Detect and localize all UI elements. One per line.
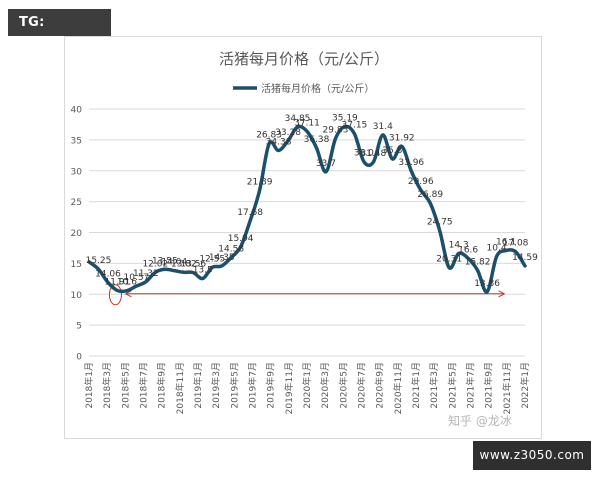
data-label: 15.82 (465, 257, 491, 267)
data-label: 13.55 (152, 256, 178, 266)
data-label: 31.92 (389, 133, 415, 143)
data-label: 16.6 (458, 245, 478, 255)
data-label: 37.11 (294, 118, 320, 128)
x-tick-label: 2020年5月 (337, 362, 349, 409)
data-label: 12.55 (199, 254, 225, 264)
y-tick-label: 20 (71, 229, 83, 239)
legend: 活猪每月价格（元/公斤） (233, 82, 374, 95)
x-tick-label: 2021年9月 (483, 362, 495, 409)
y-tick-label: 15 (71, 260, 82, 270)
x-tick-label: 2021年5月 (446, 362, 458, 409)
data-label: 14.04 (161, 258, 187, 268)
x-tick-label: 2021年3月 (428, 362, 440, 409)
data-label: 13.56 (180, 260, 206, 270)
data-label: 29.83 (323, 126, 349, 136)
data-label: 14.06 (95, 269, 121, 279)
data-label: 12.02 (142, 259, 168, 269)
data-label: 15.25 (86, 256, 112, 266)
x-tick-label: 2019年11月 (283, 362, 295, 414)
data-label: 10.6 (117, 278, 137, 288)
data-label: 14.58 (218, 245, 244, 255)
x-tick-label: 2021年7月 (465, 362, 477, 409)
data-label: 35.19 (332, 114, 358, 124)
data-label: 34.85 (285, 114, 311, 124)
data-label: 26.89 (417, 190, 443, 200)
y-tick-label: 0 (76, 353, 82, 363)
x-tick-label: 2018年9月 (156, 362, 168, 409)
x-tick-label: 2018年1月 (83, 362, 95, 409)
y-tick-label: 30 (71, 167, 83, 177)
line-chart: 活猪每月价格（元/公斤） 活猪每月价格（元/公斤） 0 5 10 15 20 25 30 35… (71, 50, 539, 414)
x-tick-label: 2018年5月 (119, 362, 131, 409)
y-tick-label: 40 (71, 106, 83, 116)
x-tick-label: 2020年3月 (319, 362, 331, 409)
x-tick-label: 2020年1月 (301, 362, 313, 409)
data-labels: 15.2514.0611.9110.610.5711.3212.0213.551… (86, 114, 539, 289)
data-label: 33.96 (398, 158, 424, 168)
x-tick-label: 2019年7月 (247, 362, 259, 409)
data-label: 14.35 (209, 253, 235, 263)
data-label: 13.82 (171, 259, 197, 269)
zhihu-watermark: 知乎 @龙冰 (448, 414, 512, 428)
data-label: 24.75 (427, 218, 453, 228)
data-label: 37.15 (342, 121, 368, 131)
arrow-head-right (498, 290, 505, 298)
annotation (108, 284, 505, 306)
x-tick-label: 2018年3月 (101, 362, 113, 409)
data-label: 31.48 (360, 149, 386, 159)
data-label: 33.7 (316, 159, 336, 169)
data-label: 20.31 (436, 255, 462, 265)
data-label: 16.1 (496, 238, 516, 248)
y-tick-label: 5 (76, 322, 82, 332)
x-tick-label: 2021年11月 (501, 362, 513, 414)
x-tick-label: 2019年5月 (228, 362, 240, 409)
data-label: 14.59 (512, 253, 538, 263)
arrow-head-left (125, 290, 132, 298)
data-label: 34.38 (266, 137, 292, 147)
data-label: 33.28 (275, 128, 301, 138)
data-label: 15.94 (228, 234, 254, 244)
x-tick-label: 2020年9月 (374, 362, 386, 409)
data-label: 17.08 (503, 239, 529, 249)
data-label: 26.83 (256, 131, 282, 141)
chart-title: 活猪每月价格（元/公斤） (219, 50, 389, 68)
x-tick-label: 2018年11月 (174, 362, 186, 414)
data-label: 11.32 (133, 269, 159, 279)
x-tick-label: 2022年1月 (519, 362, 531, 409)
chart-frame: 活猪每月价格（元/公斤） 活猪每月价格（元/公斤） 0 5 10 15 20 25 30 35… (64, 36, 542, 439)
y-tick-label: 10 (71, 291, 83, 301)
data-label: 35.8 (382, 146, 402, 156)
site-badge: www.z3050.com (473, 441, 591, 470)
y-tick-label: 35 (71, 136, 82, 146)
x-tick-label: 2018年7月 (138, 362, 150, 409)
x-tick-label: 2020年7月 (356, 362, 368, 409)
x-tick-label: 2021年1月 (410, 362, 422, 409)
x-axis: 2018年1月 2018年3月 2018年5月 2018年7月 2018年9月 2018年… (83, 362, 531, 414)
watermark-tag: TG: MYYJJPP (8, 9, 111, 57)
data-label: 13.86 (474, 279, 500, 289)
highlight-ellipse (108, 284, 122, 306)
x-tick-label: 2019年9月 (265, 362, 277, 409)
data-label: 14.3 (449, 240, 469, 250)
data-label: 21.89 (247, 177, 273, 187)
data-label: 10.57 (124, 273, 150, 283)
x-tick-label: 2019年3月 (210, 362, 222, 409)
data-label: 36.0 (354, 149, 374, 159)
series-line (87, 124, 527, 294)
data-label: 10.4 (487, 244, 507, 254)
data-label: 11.91 (105, 278, 131, 288)
y-axis: 0 5 10 15 20 25 30 35 40 (71, 106, 83, 363)
grid (89, 108, 525, 357)
data-label: 31.4 (373, 122, 393, 132)
legend-label: 活猪每月价格（元/公斤） (261, 82, 374, 95)
data-label: 36.38 (304, 135, 330, 145)
data-label: 13.5 (193, 266, 213, 276)
x-tick-label: 2020年11月 (392, 362, 404, 414)
y-tick-label: 25 (71, 198, 82, 208)
data-label: 17.68 (237, 208, 263, 218)
data-label: 29.96 (408, 177, 434, 187)
x-tick-label: 2019年1月 (192, 362, 204, 409)
